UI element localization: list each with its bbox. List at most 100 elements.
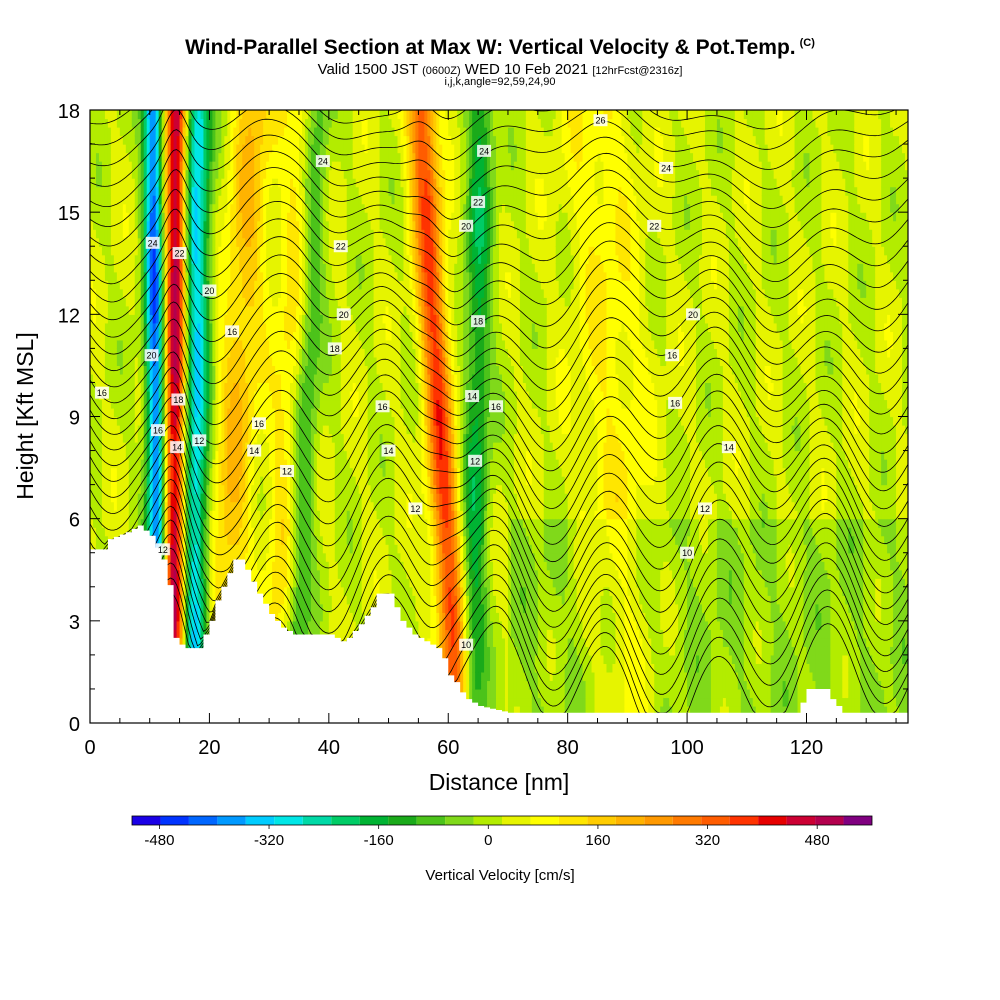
field-cell xyxy=(128,527,133,537)
field-cell xyxy=(152,442,157,452)
field-cell xyxy=(122,195,127,205)
field-cell xyxy=(137,288,142,298)
field-cell xyxy=(158,280,163,290)
field-cell xyxy=(137,246,142,256)
field-cell xyxy=(161,169,166,179)
field-cell xyxy=(95,144,100,154)
field-cell xyxy=(95,263,100,273)
field-cell xyxy=(122,382,127,392)
field-cell xyxy=(134,493,139,503)
field-cell xyxy=(161,348,166,358)
field-cell xyxy=(122,501,127,511)
field-cell xyxy=(143,195,148,205)
field-cell xyxy=(98,433,103,443)
field-cell xyxy=(90,484,94,494)
field-cell xyxy=(125,288,130,298)
field-cell xyxy=(167,169,172,179)
field-cell xyxy=(158,510,163,520)
field-cell xyxy=(140,433,145,443)
field-cell xyxy=(98,263,103,273)
field-cell xyxy=(107,348,112,358)
field-cell xyxy=(167,288,172,298)
field-cell xyxy=(131,152,136,162)
field-cell xyxy=(113,322,118,332)
field-cell xyxy=(104,433,109,443)
field-cell xyxy=(134,433,139,443)
field-cell xyxy=(116,271,121,281)
field-cell xyxy=(92,297,97,307)
field-cell xyxy=(110,237,115,247)
field-cell xyxy=(125,450,130,460)
field-cell xyxy=(131,127,136,137)
field-cell xyxy=(164,510,169,520)
field-cell xyxy=(152,416,157,426)
field-cell xyxy=(101,510,106,520)
field-cell xyxy=(137,110,142,120)
field-cell xyxy=(104,399,109,409)
field-cell xyxy=(140,161,145,171)
field-cell xyxy=(101,373,106,384)
field-cell xyxy=(107,493,112,503)
field-cell xyxy=(119,152,124,162)
field-cell xyxy=(140,152,145,162)
field-cell xyxy=(140,195,145,205)
field-cell xyxy=(170,254,175,264)
field-cell xyxy=(95,186,100,196)
field-cell xyxy=(131,510,136,520)
field-cell xyxy=(140,459,145,469)
field-cell xyxy=(173,484,178,494)
field-cell xyxy=(137,331,142,341)
field-cell xyxy=(167,161,172,171)
field-cell xyxy=(149,339,154,349)
field-cell xyxy=(110,288,115,298)
field-cell xyxy=(92,356,97,367)
field-cell xyxy=(143,365,148,375)
field-cell xyxy=(110,331,115,341)
field-cell xyxy=(137,339,142,349)
field-cell xyxy=(155,484,160,494)
field-cell xyxy=(122,229,127,239)
field-cell xyxy=(119,195,124,205)
field-cell xyxy=(104,152,109,162)
field-cell xyxy=(98,322,103,332)
field-cell xyxy=(134,263,139,273)
field-cell xyxy=(92,399,97,409)
field-cell xyxy=(92,459,97,469)
field-cell xyxy=(95,442,100,452)
field-cell xyxy=(167,220,172,230)
field-cell xyxy=(164,195,169,205)
field-cell xyxy=(137,186,142,196)
field-cell xyxy=(101,186,106,196)
field-cell xyxy=(140,365,145,375)
field-cell xyxy=(167,271,172,281)
field-cell xyxy=(137,425,142,435)
field-cell xyxy=(155,297,160,307)
field-cell xyxy=(90,433,94,443)
field-cell xyxy=(140,493,145,503)
field-cell xyxy=(149,212,154,222)
field-cell xyxy=(167,373,172,384)
field-cell xyxy=(113,467,118,477)
field-cell xyxy=(161,212,166,222)
field-cell xyxy=(101,152,106,162)
field-cell xyxy=(164,203,169,213)
field-cell xyxy=(98,144,103,154)
field-cell xyxy=(170,339,175,349)
field-cell xyxy=(134,365,139,375)
field-cell xyxy=(90,467,94,477)
field-cell xyxy=(131,484,136,494)
field-cell xyxy=(107,118,112,128)
field-cell xyxy=(158,356,163,367)
field-cell xyxy=(98,110,103,120)
field-cell xyxy=(146,407,151,418)
field-cell xyxy=(170,416,175,426)
field-cell xyxy=(140,263,145,273)
field-cell xyxy=(155,135,160,145)
field-cell xyxy=(158,476,163,486)
field-cell xyxy=(113,433,118,443)
field-cell xyxy=(143,127,148,137)
field-cell xyxy=(90,339,94,349)
field-cell xyxy=(131,297,136,307)
field-cell xyxy=(131,501,136,511)
field-cell xyxy=(167,535,172,545)
